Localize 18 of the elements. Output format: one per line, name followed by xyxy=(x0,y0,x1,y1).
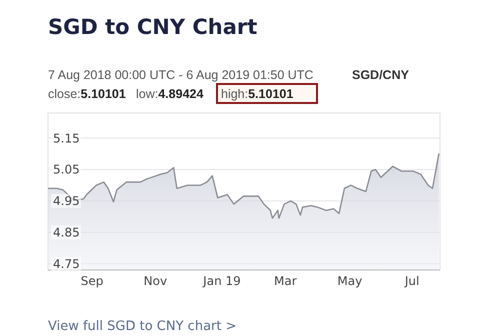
x-tick-label: Mar xyxy=(274,274,297,288)
x-tick-label: Sep xyxy=(80,274,104,288)
y-tick-label: 4.75 xyxy=(53,256,80,271)
y-tick-label: 4.85 xyxy=(53,226,80,240)
y-tick-label: 5.05 xyxy=(53,162,80,177)
text: close:5.10101 xyxy=(48,87,126,101)
text: SGD/CNY xyxy=(352,68,410,82)
x-tick-label: Nov xyxy=(144,274,168,288)
text: View full SGD to CNY chart > xyxy=(48,319,236,334)
x-tick-label: Jul xyxy=(404,274,420,288)
chart-subtitle: 7 Aug 2018 00:00 UTC - 6 Aug 2019 01:50 UTC xyxy=(48,68,314,82)
x-tick-label: Jan 19 xyxy=(202,274,241,288)
text: low:4.89424 xyxy=(136,87,204,101)
x-tick-label: May xyxy=(337,274,362,288)
chart-title: SGD to CNY Chart xyxy=(48,15,258,39)
text: high:5.10101 xyxy=(221,87,294,101)
y-tick-label: 5.15 xyxy=(53,131,80,146)
y-tick-label: 4.95 xyxy=(53,194,80,208)
